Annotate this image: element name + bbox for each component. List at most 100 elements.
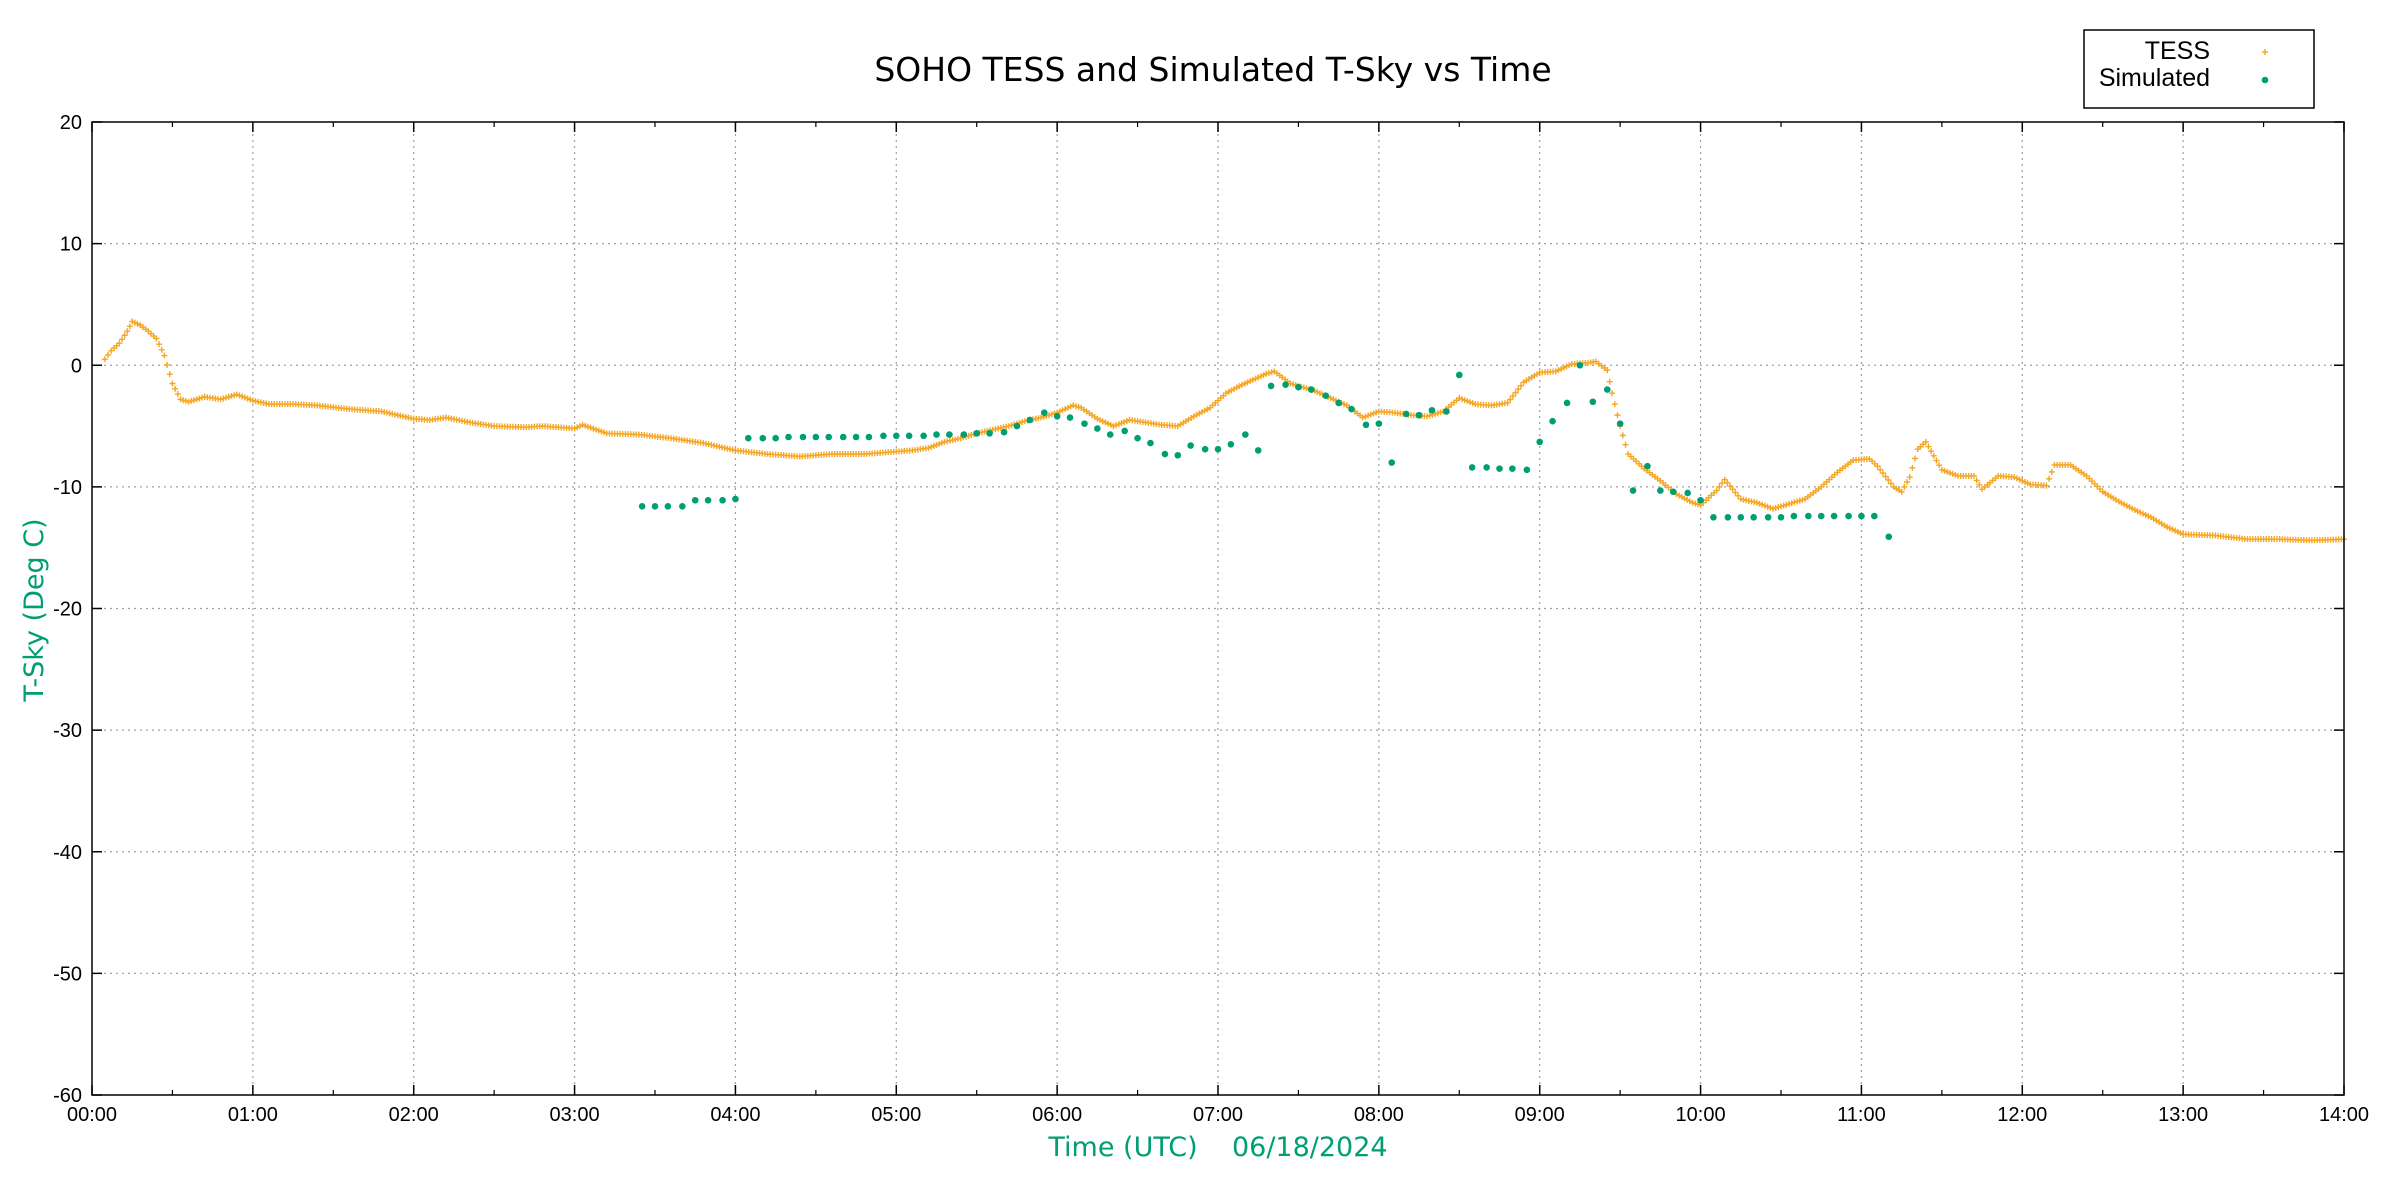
tess-point [1874,463,1881,470]
simulated-point [744,434,752,442]
simulated-point [651,503,659,510]
tess-point [1971,472,1978,479]
simulated-point [1267,382,1275,390]
simulated-point [812,433,820,441]
simulated-point [1468,464,1476,471]
tess-point [1922,438,1929,445]
simulated-point [1589,398,1597,406]
legend-label-tess: TESS [2145,37,2210,65]
plot-area [101,318,2347,544]
legend-marker-simulated [2261,76,2269,84]
tess-point [2048,468,2055,475]
simulated-point [1428,406,1436,414]
simulated-point [1134,434,1141,442]
tess-point [1973,477,1980,484]
simulated-point [1026,416,1034,424]
tess-point [1912,455,1919,462]
simulated-point [1536,438,1544,446]
simulated-point [933,431,940,438]
simulated-point [785,433,792,441]
tess-point [164,361,171,368]
tess-point [1887,480,1894,487]
simulated-point [1805,512,1812,520]
simulated-point [1724,513,1732,521]
tess-point [174,391,181,398]
y-tick-label: -60 [53,1085,82,1107]
simulated-point [839,433,847,441]
tess-point [1904,479,1910,486]
tess-point [1609,390,1616,397]
simulated-point [1509,465,1516,472]
simulated-point [1870,512,1878,520]
y-tick-label: -50 [53,963,82,985]
tess-point [172,385,179,392]
simulated-point [973,430,981,437]
tess-point [161,352,168,359]
simulated-point [1187,442,1194,449]
simulated-point [1040,409,1048,416]
simulated-point [732,495,739,503]
simulated-point [1684,489,1692,497]
y-tick-label: 0 [71,355,82,377]
simulated-point [1496,465,1503,472]
x-tick-label: 11:00 [1837,1104,1886,1126]
legend-label-simulated: Simulated [2099,64,2210,92]
simulated-point [1375,420,1383,427]
simulated-point [1402,410,1410,418]
chart-title: SOHO TESS and Simulated T-Sky vs Time [874,50,1551,89]
simulated-point [1483,464,1490,471]
simulated-point [1790,512,1798,520]
simulated-point [799,433,807,441]
grid [92,122,2344,1095]
simulated-point [1845,512,1852,520]
simulated-point [638,503,646,510]
tess-point [1882,473,1889,480]
simulated-point [704,496,712,504]
tess-point [156,341,163,348]
tess-point [1622,441,1629,448]
simulated-point [1254,447,1262,454]
simulated-point [1147,439,1154,447]
simulated-point [759,434,767,442]
tess-point [116,340,123,347]
simulated-point [1415,411,1423,419]
series-tess [101,318,2347,544]
simulated-point [1455,371,1463,379]
simulated-point [1549,417,1556,425]
tess-point [1732,489,1739,496]
simulated-point [1657,487,1664,494]
simulated-point [1066,414,1074,421]
legend: TESS Simulated [2083,29,2315,109]
tess-point [126,323,133,330]
simulated-point [1362,421,1370,429]
simulated-point [719,496,726,504]
simulated-point [1295,383,1302,391]
simulated-point [1094,425,1101,432]
tess-point [1614,412,1621,419]
x-tick-label: 14:00 [2319,1104,2369,1126]
tess-point [1925,443,1932,450]
tess-point [1716,483,1723,490]
tess-point [105,351,112,358]
simulated-point [1307,386,1315,393]
simulated-point [1013,422,1021,430]
tess-point [1517,382,1524,389]
x-tick-label: 01:00 [228,1104,278,1126]
legend-marker-tess [2262,49,2268,55]
x-tick-label: 03:00 [550,1104,600,1126]
simulated-point [986,430,993,437]
simulated-point [1710,513,1717,521]
tess-point [1509,393,1516,400]
tess-point [1719,480,1726,487]
simulated-point [1081,420,1088,427]
tess-point [119,336,126,343]
legend-markers [2261,49,2269,84]
simulated-point [1644,462,1651,470]
simulated-point [1282,381,1289,389]
tess-point [1735,492,1742,499]
tess-point [1721,476,1728,483]
y-tick-label: 20 [60,112,82,134]
simulated-point [1174,451,1182,459]
simulated-point [1106,431,1114,438]
